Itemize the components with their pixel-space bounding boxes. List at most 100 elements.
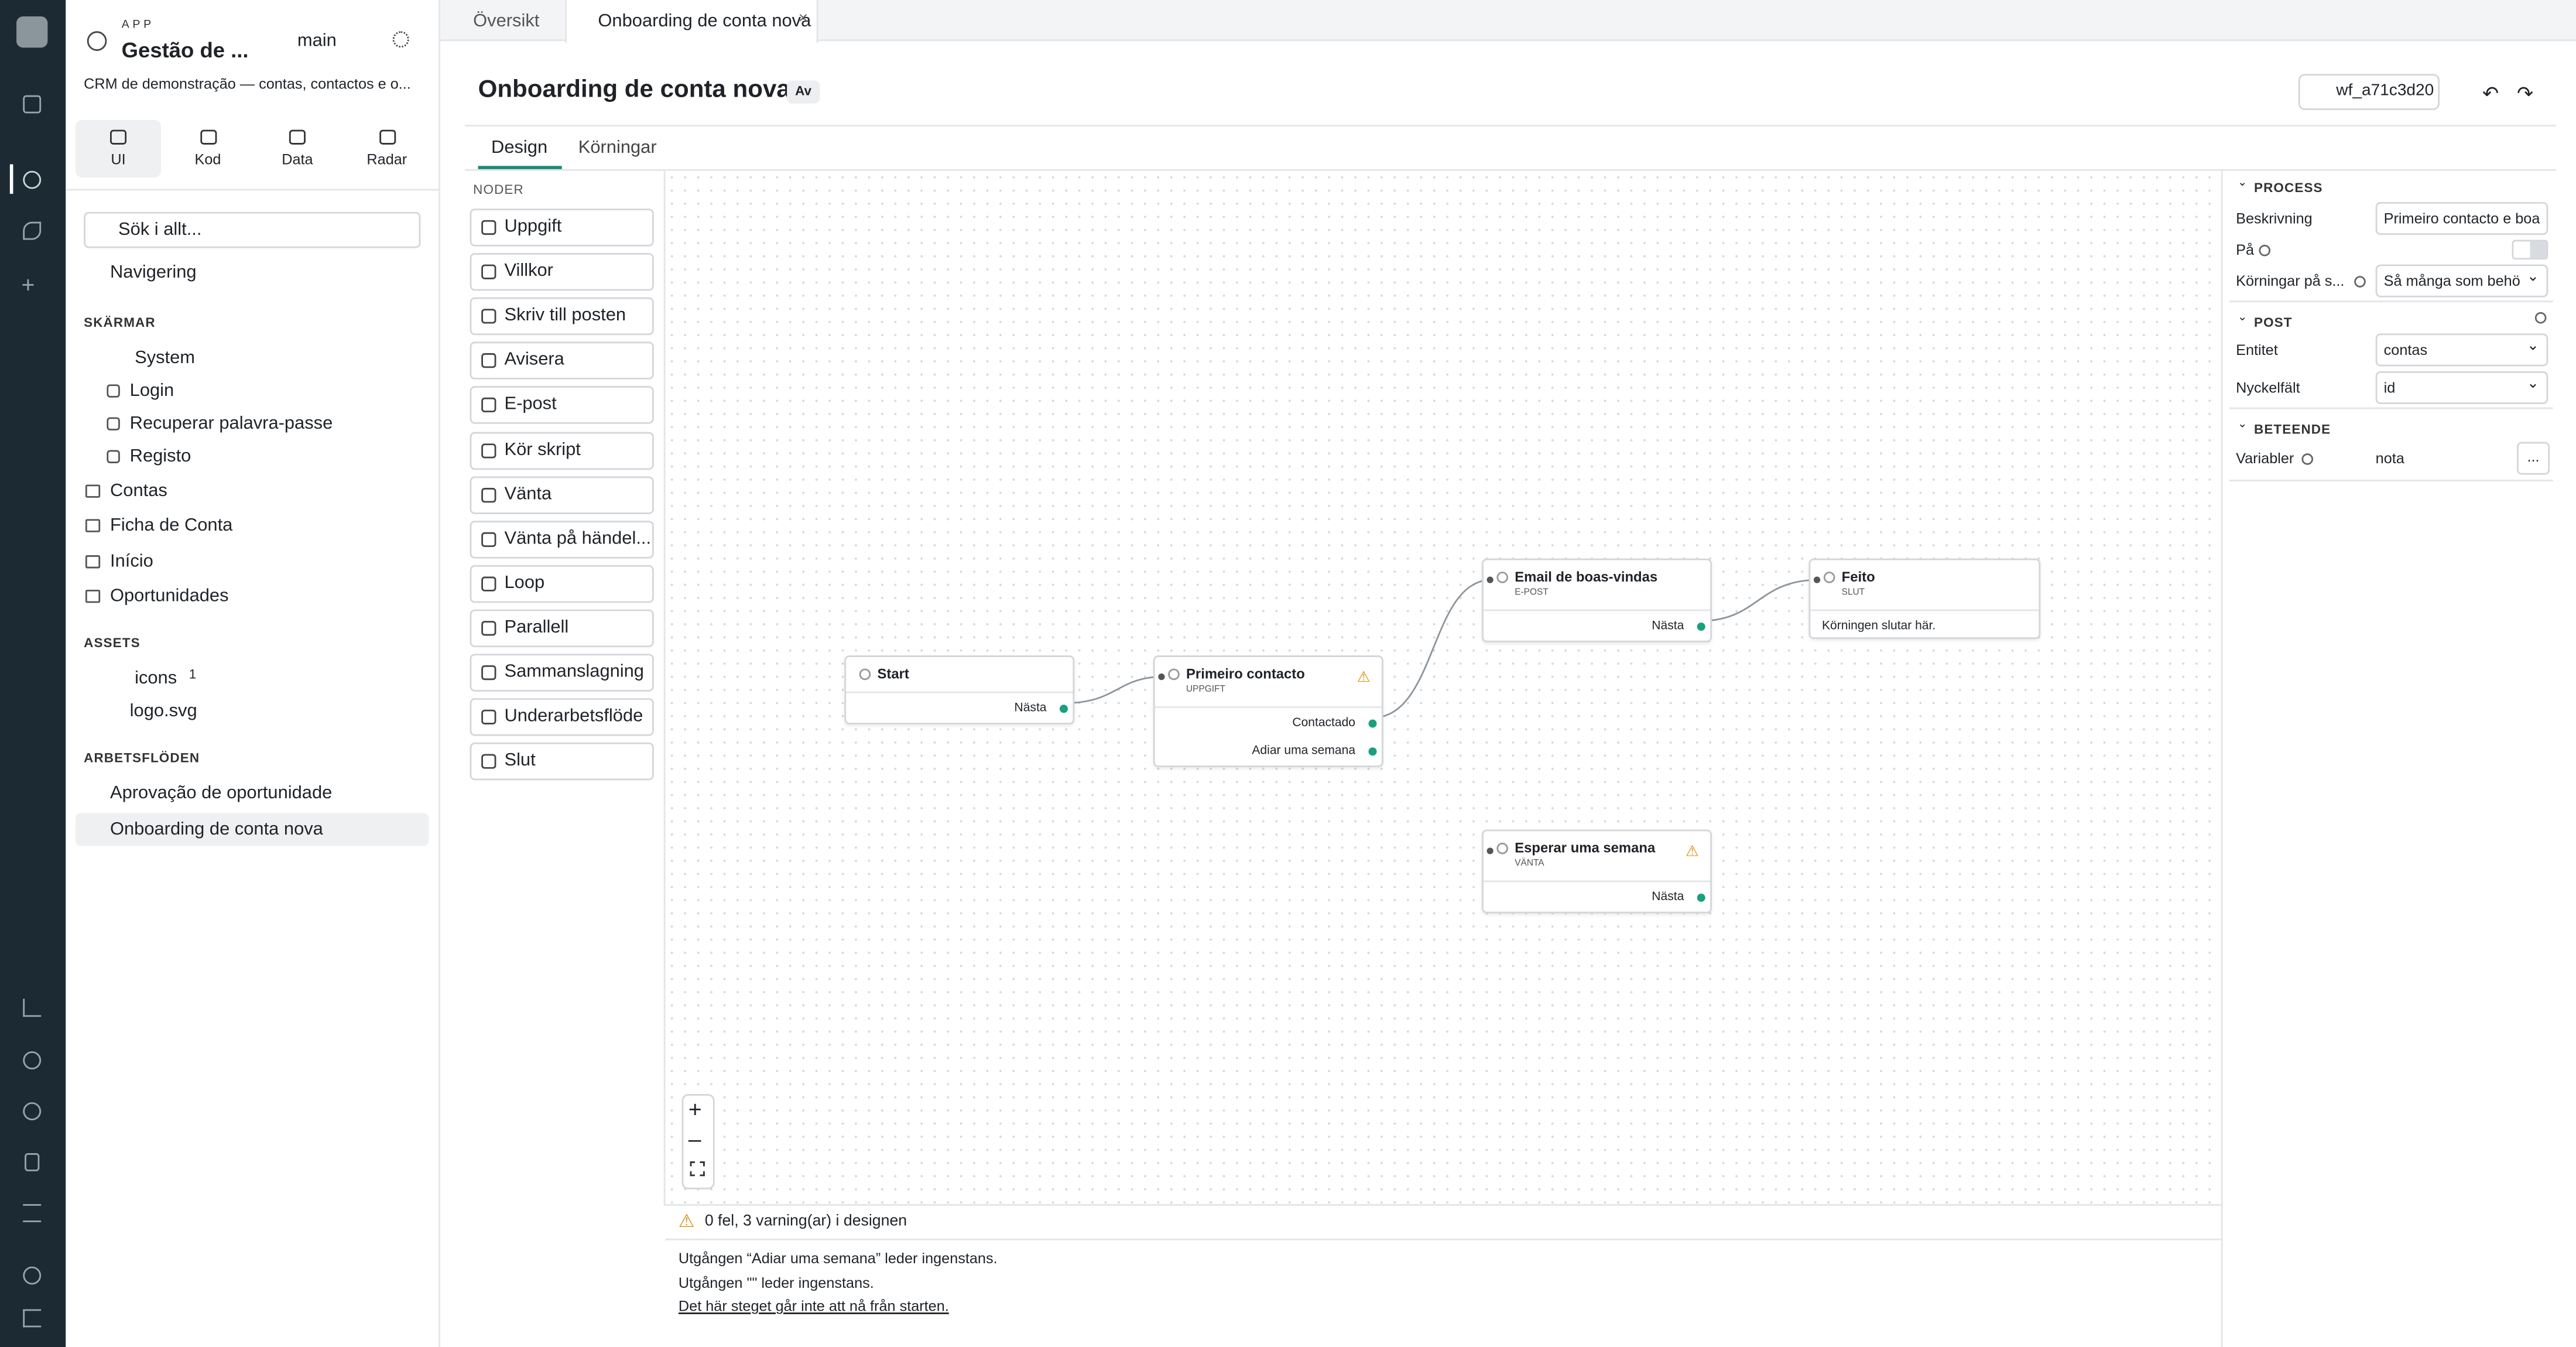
node[interactable]: Email de boas-vindas E-POST Nästa (1482, 558, 1712, 642)
tab[interactable]: Översikt (473, 11, 540, 32)
field[interactable] (2375, 264, 2548, 298)
output-port[interactable] (1368, 747, 1377, 756)
close-tab[interactable]: × (798, 9, 809, 28)
rail-icon[interactable] (23, 1266, 42, 1285)
navigation[interactable]: Navigering (110, 262, 197, 283)
mode-icon[interactable] (199, 129, 217, 145)
tree-icon (107, 384, 120, 398)
palette-item[interactable] (470, 609, 654, 647)
workflow[interactable]: Onboarding de conta nova (110, 819, 323, 839)
mode-label[interactable]: Radar (366, 151, 407, 168)
section-heading[interactable]: PROCESS (2253, 180, 2323, 196)
output-port[interactable] (1059, 705, 1068, 713)
palette-item[interactable] (470, 208, 654, 247)
fit-view[interactable] (690, 1161, 705, 1177)
palette: NODER Uppgift Villkor Skriv till posten Avi… (465, 170, 666, 1206)
mode-label[interactable]: Kod (194, 151, 221, 168)
palette-item[interactable] (470, 431, 654, 469)
redo[interactable]: ↷ (2516, 82, 2534, 105)
zoom-out[interactable]: – (688, 1125, 701, 1152)
node[interactable]: Start Nästa (844, 655, 1075, 724)
branch[interactable]: main (297, 31, 337, 51)
tree-icon (107, 417, 120, 430)
field[interactable] (2375, 371, 2548, 405)
field-label: Körningar på s... (2236, 272, 2345, 289)
rail-icon[interactable] (23, 170, 42, 189)
palette-icon (481, 665, 496, 681)
mode-label[interactable]: Data (282, 151, 313, 168)
node[interactable]: Esperar uma semana VÄNTA ⚠ Nästa (1482, 829, 1712, 914)
workflow[interactable]: Aprovação de oportunidade (110, 783, 333, 804)
file[interactable]: logo.svg (129, 701, 197, 722)
palette-item[interactable] (470, 253, 654, 291)
view-tab[interactable]: Körningar (578, 138, 657, 158)
folder[interactable]: icons (135, 668, 177, 689)
node-note: Körningen slutar här. (1821, 617, 1936, 633)
rail-icon[interactable] (23, 999, 42, 1017)
palette-label: Sammanslagning (504, 662, 644, 682)
logo[interactable] (16, 16, 48, 48)
screen[interactable]: Contas (110, 481, 167, 501)
screen[interactable]: Registo (129, 446, 191, 467)
zoom-in[interactable]: + (688, 1095, 702, 1122)
node[interactable]: Primeiro contacto UPPGIFT ⚠ Contactado Adiar… (1153, 655, 1383, 767)
section-heading[interactable]: POST (2253, 315, 2293, 330)
screen[interactable]: Login (129, 381, 174, 401)
palette-item[interactable] (470, 565, 654, 603)
output-port[interactable] (1368, 719, 1377, 728)
output-label: Adiar uma semana (1252, 742, 1356, 758)
palette-item[interactable] (470, 342, 654, 380)
tree-icon (85, 555, 101, 568)
palette-item[interactable] (470, 654, 654, 692)
toggle[interactable] (2512, 240, 2548, 260)
active-tab[interactable] (565, 0, 818, 43)
palette-icon (481, 220, 496, 235)
mode-label[interactable]: UI (111, 151, 126, 168)
search[interactable] (84, 211, 421, 248)
field-label: Entitet (2236, 341, 2278, 358)
settings[interactable] (392, 31, 409, 48)
mode-icon[interactable] (110, 129, 127, 145)
more-button[interactable]: ... (2516, 442, 2550, 475)
screen[interactable]: Recuperar palavra-passe (129, 413, 333, 434)
section-heading[interactable]: BETEENDE (2253, 422, 2331, 437)
palette-item[interactable] (470, 743, 654, 781)
id-button[interactable] (2298, 74, 2440, 110)
screen[interactable]: Oportunidades (110, 586, 229, 607)
tree-group[interactable]: System (135, 348, 196, 368)
problem-link[interactable]: Det här steget går inte att nå från star… (678, 1297, 949, 1314)
rail-icon[interactable] (23, 1309, 42, 1328)
node-divider (1483, 609, 1711, 611)
field-label: På (2236, 241, 2255, 258)
output-port[interactable] (1697, 893, 1705, 902)
palette-item[interactable] (470, 698, 654, 736)
undo[interactable]: ↶ (2482, 82, 2499, 105)
tree-icon (85, 590, 101, 603)
rail-add[interactable]: + (21, 271, 35, 298)
mode-icon[interactable] (378, 129, 395, 145)
palette-icon (481, 398, 496, 413)
palette-item[interactable] (470, 520, 654, 558)
rail-icon[interactable] (23, 95, 42, 114)
tab[interactable]: Onboarding de conta nova (598, 11, 811, 32)
output-port[interactable] (1697, 623, 1705, 631)
rail-icon[interactable] (23, 1204, 42, 1222)
field[interactable] (2375, 202, 2548, 235)
field-label: Variabler (2236, 450, 2294, 467)
rail-icon[interactable] (23, 1102, 42, 1120)
info-icon (2259, 244, 2271, 257)
node[interactable]: Feito SLUT Körningen slutar här. (1808, 558, 2041, 640)
palette-icon (481, 576, 496, 592)
mode-icon[interactable] (289, 129, 306, 145)
screen[interactable]: Ficha de Conta (110, 516, 233, 536)
view-tab[interactable]: Design (491, 138, 548, 158)
palette-item[interactable] (470, 298, 654, 336)
rail-icon[interactable] (23, 221, 42, 240)
palette-item[interactable] (470, 476, 654, 514)
rail-icon[interactable] (25, 1153, 40, 1171)
field[interactable] (2375, 333, 2548, 367)
palette-label: Kör skript (504, 439, 581, 459)
rail-icon[interactable] (23, 1051, 42, 1069)
screen[interactable]: Início (110, 551, 153, 572)
palette-item[interactable] (470, 387, 654, 425)
